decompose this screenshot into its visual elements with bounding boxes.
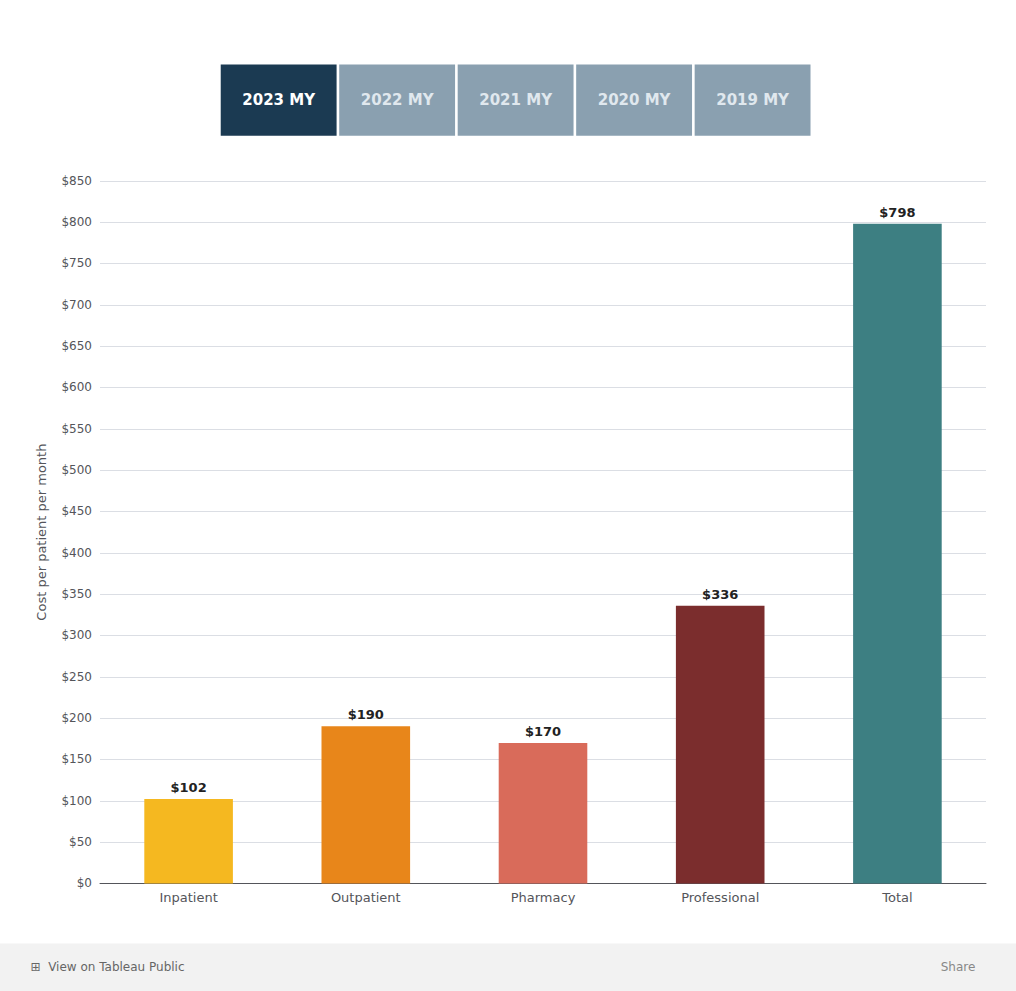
svg-text:$500: $500: [61, 463, 92, 477]
svg-text:$850: $850: [61, 174, 92, 188]
svg-text:$200: $200: [61, 711, 92, 725]
svg-text:$800: $800: [61, 215, 92, 229]
svg-text:$336: $336: [702, 587, 738, 602]
svg-text:$700: $700: [61, 298, 92, 312]
svg-text:$650: $650: [61, 339, 92, 353]
svg-text:Outpatient: Outpatient: [331, 890, 401, 905]
svg-text:Total: Total: [881, 890, 912, 905]
svg-text:$550: $550: [61, 422, 92, 436]
svg-text:$100: $100: [61, 794, 92, 808]
svg-text:$170: $170: [525, 724, 561, 739]
svg-text:Professional: Professional: [681, 890, 759, 905]
svg-text:2019 MY: 2019 MY: [716, 91, 790, 109]
svg-text:⊞ View on Tableau Public: ⊞ View on Tableau Public: [30, 960, 184, 974]
svg-text:$150: $150: [61, 752, 92, 766]
svg-text:2022 MY: 2022 MY: [361, 91, 435, 109]
svg-text:Pharmacy: Pharmacy: [511, 890, 576, 905]
svg-text:$400: $400: [61, 546, 92, 560]
svg-text:2023 MY: 2023 MY: [242, 91, 316, 109]
svg-text:Inpatient: Inpatient: [159, 890, 217, 905]
svg-text:$0: $0: [77, 876, 92, 890]
svg-text:$102: $102: [171, 780, 207, 795]
svg-text:$50: $50: [69, 835, 92, 849]
svg-text:$250: $250: [61, 670, 92, 684]
svg-text:2020 MY: 2020 MY: [598, 91, 672, 109]
svg-text:$798: $798: [879, 205, 915, 220]
svg-text:$300: $300: [61, 628, 92, 642]
svg-text:$350: $350: [61, 587, 92, 601]
svg-text:$450: $450: [61, 504, 92, 518]
svg-text:Share: Share: [941, 960, 976, 974]
svg-text:2021 MY: 2021 MY: [479, 91, 553, 109]
svg-text:$190: $190: [348, 707, 384, 722]
svg-text:Cost per patient per month: Cost per patient per month: [34, 444, 49, 621]
svg-text:$750: $750: [61, 256, 92, 270]
svg-text:$600: $600: [61, 380, 92, 394]
